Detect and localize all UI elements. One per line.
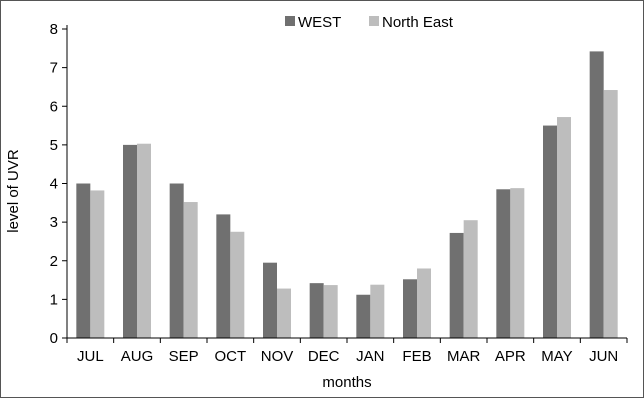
- x-tick-label-aug: AUG: [121, 348, 154, 365]
- bar-north-east-may: [557, 117, 571, 338]
- x-axis-label: months: [322, 374, 371, 391]
- x-tick-label-oct: OCT: [214, 348, 246, 365]
- bar-north-east-jun: [603, 90, 618, 338]
- y-tick-label: 0: [50, 330, 58, 347]
- bar-north-east-sep: [183, 202, 198, 338]
- y-tick-label: 4: [50, 176, 58, 193]
- y-tick-label: 5: [50, 137, 58, 154]
- bar-west-aug: [123, 144, 137, 339]
- bar-north-east-nov: [277, 288, 291, 338]
- legend-label-north-east: North East: [382, 14, 454, 31]
- x-tick-label-nov: NOV: [261, 348, 294, 365]
- bar-west-jun: [589, 51, 604, 339]
- bars: [76, 51, 618, 339]
- x-tick-label-apr: APR: [495, 348, 526, 365]
- bar-west-jul: [76, 183, 91, 338]
- y-axis-label: level of UVR: [5, 149, 22, 233]
- bar-north-east-jul: [90, 190, 105, 338]
- bar-west-mar: [449, 232, 464, 338]
- x-tick-label-jul: JUL: [77, 348, 104, 365]
- bar-west-sep: [169, 183, 184, 338]
- bar-north-east-aug: [137, 143, 151, 338]
- bar-west-may: [543, 125, 557, 338]
- y-tick-label: 3: [50, 214, 58, 231]
- axes: 0 1 2 3 4 5 6 7 8 JUL AUG SEP OCT NOV DEC JAN FEB MAR APR M…: [50, 21, 628, 365]
- legend-swatch-north-east: [369, 16, 379, 26]
- bar-west-apr: [496, 189, 511, 338]
- bar-west-nov: [263, 262, 277, 338]
- legend-label-west: WEST: [298, 14, 341, 31]
- legend: WEST North East: [285, 14, 454, 31]
- y-tick-label: 2: [50, 253, 58, 270]
- y-tick-label: 6: [50, 98, 58, 115]
- x-tick-label-may: MAY: [541, 348, 572, 365]
- legend-swatch-west: [285, 16, 295, 26]
- y-tick-label: 8: [50, 21, 58, 38]
- x-tick-label-sep: SEP: [169, 348, 199, 365]
- bar-west-dec: [309, 283, 324, 338]
- x-tick-label-dec: DEC: [308, 348, 340, 365]
- y-tick-label: 1: [50, 291, 58, 308]
- y-tick-label: 7: [50, 60, 58, 77]
- bar-west-oct: [216, 214, 231, 338]
- x-tick-label-mar: MAR: [447, 348, 481, 365]
- x-tick-label-jun: JUN: [589, 348, 618, 365]
- bar-north-east-feb: [417, 268, 431, 338]
- bar-north-east-mar: [463, 220, 478, 338]
- x-tick-label-jan: JAN: [356, 348, 384, 365]
- bar-north-east-oct: [230, 231, 245, 338]
- bar-north-east-jan: [370, 284, 385, 338]
- x-tick-label-feb: FEB: [402, 348, 431, 365]
- bar-north-east-apr: [510, 188, 525, 338]
- bar-north-east-dec: [323, 285, 338, 338]
- bar-west-jan: [356, 294, 371, 338]
- bar-west-feb: [403, 279, 417, 338]
